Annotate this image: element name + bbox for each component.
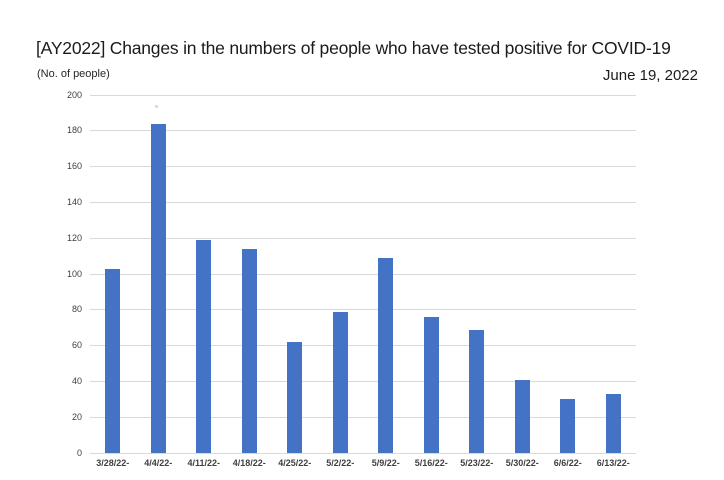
bar — [196, 240, 212, 453]
bar — [241, 248, 257, 453]
gridline — [90, 130, 636, 132]
x-axis-tick-label: 5/30/22- — [505, 458, 539, 468]
gridline — [90, 452, 636, 454]
bar — [287, 342, 303, 453]
x-axis-tick-label: 3/28/22- — [96, 458, 130, 468]
stray-mark — [155, 105, 158, 108]
bar — [423, 316, 439, 453]
y-axis-tick-label: 60 — [71, 340, 82, 351]
plot-area: 0 20 40 60 80 100 120 140 160 180 200 3/28/22- 4/4/… — [67, 90, 636, 468]
x-axis-tick-label: 4/25/22- — [278, 458, 312, 468]
gridline — [90, 94, 636, 96]
gridline — [90, 237, 636, 239]
gridline — [90, 380, 636, 382]
y-axis-tick-label: 200 — [66, 89, 82, 100]
bar — [332, 311, 348, 453]
date-label: June 19, 2022 — [602, 67, 698, 84]
y-axis-tick-label: 120 — [66, 232, 82, 243]
bar — [605, 393, 621, 453]
gridline — [90, 309, 636, 311]
y-axis-tick-label: 40 — [71, 375, 82, 386]
gridline — [90, 273, 636, 275]
y-axis-tick-label: 0 — [76, 447, 82, 458]
x-axis-tick-label: 4/11/22- — [187, 458, 221, 468]
y-axis-tick-label: 20 — [71, 411, 82, 422]
y-axis-tick-label: 140 — [66, 196, 82, 207]
x-axis-tick-label: 5/9/22- — [371, 458, 400, 468]
gridline — [90, 416, 636, 418]
x-axis-tick-label: 5/16/22- — [414, 458, 448, 468]
y-axis-tick-label: 180 — [66, 125, 82, 136]
x-axis-tick-label: 4/18/22- — [232, 458, 266, 468]
y-axis-tick-label: 100 — [66, 268, 82, 279]
chart-title: [AY2022] Changes in the numbers of peopl… — [36, 38, 671, 58]
x-axis-tick-label: 5/23/22- — [460, 458, 494, 468]
bar — [469, 329, 485, 453]
gridline — [90, 166, 636, 168]
bar — [150, 123, 166, 453]
bar — [105, 268, 121, 453]
x-axis-tick-label: 6/6/22- — [553, 458, 582, 468]
gridline — [90, 345, 636, 347]
bar — [560, 399, 576, 453]
x-axis-tick-label: 4/4/22- — [144, 458, 173, 468]
gridline — [90, 201, 636, 203]
x-axis-tick-label: 5/2/22- — [326, 458, 355, 468]
x-axis-tick-label: 6/13/22- — [596, 458, 630, 468]
y-axis-tick-label: 80 — [71, 304, 82, 315]
bar — [514, 379, 530, 453]
y-axis-tick-label: 160 — [66, 161, 82, 172]
bar — [378, 257, 394, 453]
y-axis-unit-label: (No. of people) — [37, 68, 110, 80]
